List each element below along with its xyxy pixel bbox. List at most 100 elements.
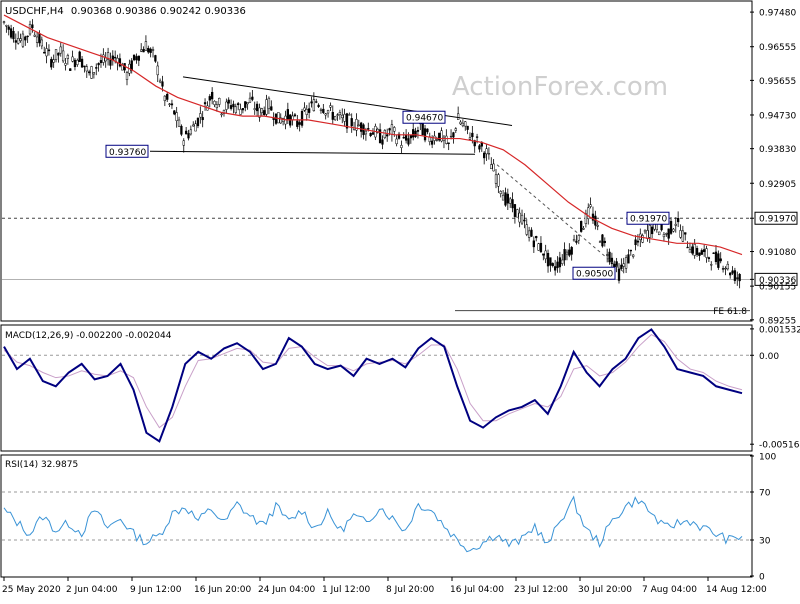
candle-body (643, 229, 647, 233)
candle-body (438, 132, 441, 141)
candle-body (501, 194, 505, 201)
candle-body (78, 51, 81, 62)
candle-body (73, 59, 77, 67)
candle-body (551, 263, 554, 266)
level-box (626, 211, 670, 225)
candle-body (90, 66, 93, 79)
price-tick-label: 0.90155 (759, 283, 796, 293)
watermark: ActionForex.com (452, 72, 668, 102)
candle-body (430, 140, 434, 145)
candle-body (229, 105, 233, 109)
candle-body (636, 240, 640, 243)
upper-trendline (182, 76, 513, 126)
symbol-timeframe: USDCHF,H4 (5, 6, 64, 17)
candle-body (97, 63, 100, 66)
candle-body (369, 132, 372, 137)
candle-body (184, 130, 188, 135)
candle-body (404, 134, 408, 141)
candle-body (331, 112, 334, 120)
candle-body (43, 52, 46, 54)
candle-body (634, 239, 637, 246)
candle-body (88, 71, 91, 74)
candle-body (239, 109, 242, 115)
candle-body (591, 213, 595, 221)
x-tick-label: 14 Aug 12:00 (706, 585, 767, 595)
candle-body (57, 52, 60, 56)
candle-body (563, 249, 566, 261)
candle-body (726, 263, 729, 270)
candle-body (180, 125, 183, 135)
candle-body (144, 41, 148, 51)
ohlc-values: 0.90368 0.90386 0.90242 0.90336 (71, 6, 246, 17)
candle-body (703, 249, 706, 252)
candle-body (390, 124, 394, 135)
candle-body (33, 34, 36, 37)
candle-body (279, 117, 282, 124)
candle-body (199, 113, 202, 118)
price-tick-label: 0.93830 (759, 145, 796, 155)
candle-body (47, 49, 51, 52)
candle-body (19, 38, 22, 41)
candle-body (213, 100, 216, 105)
candle-body (54, 49, 58, 60)
candle-body (499, 191, 502, 194)
candle-body (632, 254, 635, 257)
candle-body (341, 114, 344, 119)
rsi-tick-label: 0 (759, 573, 765, 583)
candle-body (211, 91, 214, 100)
candle-body (140, 49, 143, 52)
candle-body (17, 38, 20, 44)
candle-body (338, 112, 342, 116)
candle-body (161, 81, 164, 87)
candle-body (2, 21, 6, 23)
candle-body (620, 264, 623, 270)
candle-body (71, 56, 74, 62)
moving-average-line (3, 14, 743, 256)
candle-body (40, 39, 43, 47)
candle-body (175, 112, 178, 121)
candle-body (322, 108, 325, 113)
candle-body (350, 118, 353, 127)
candle-body (686, 246, 689, 249)
candle-body (317, 104, 320, 107)
candle-body (601, 234, 604, 247)
x-axis: 25 May 2020 2 Jun 04:00 9 Jun 12:00 16 Jun … (2, 577, 767, 595)
candle-body (700, 250, 703, 255)
macd-tick-label: 0.001532 (759, 325, 800, 335)
candle-body (624, 257, 628, 269)
candle-body (215, 104, 219, 109)
candle-body (556, 261, 559, 269)
candle-body (336, 114, 339, 116)
rsi-line (3, 495, 743, 553)
candle-body (393, 127, 396, 132)
candle-body (570, 247, 573, 255)
candle-body (149, 48, 152, 53)
macd-signal-line (3, 334, 743, 429)
candle-body (672, 228, 675, 232)
candle-body (407, 138, 410, 145)
candle-body (504, 192, 507, 206)
candle-body (329, 105, 332, 108)
candle-body (497, 174, 500, 187)
candle-body (14, 40, 17, 43)
candle-body (487, 153, 491, 155)
candle-body (445, 135, 448, 144)
candle-body (220, 113, 223, 116)
candle-body (293, 114, 297, 117)
candle-body (565, 251, 569, 255)
x-tick-label: 24 Jun 04:00 (258, 585, 315, 595)
candle-body (471, 132, 474, 138)
candle-body (114, 56, 117, 59)
candle-body (106, 52, 110, 60)
candle-body (241, 108, 245, 111)
candle-body (513, 204, 517, 217)
candle-body (298, 122, 301, 125)
candle-body (237, 103, 240, 106)
candle-body (173, 110, 176, 115)
candle-body (348, 114, 351, 116)
candle-body (109, 59, 112, 66)
candle-body (35, 36, 39, 43)
candle-body (461, 122, 465, 127)
candle-body (523, 219, 526, 222)
